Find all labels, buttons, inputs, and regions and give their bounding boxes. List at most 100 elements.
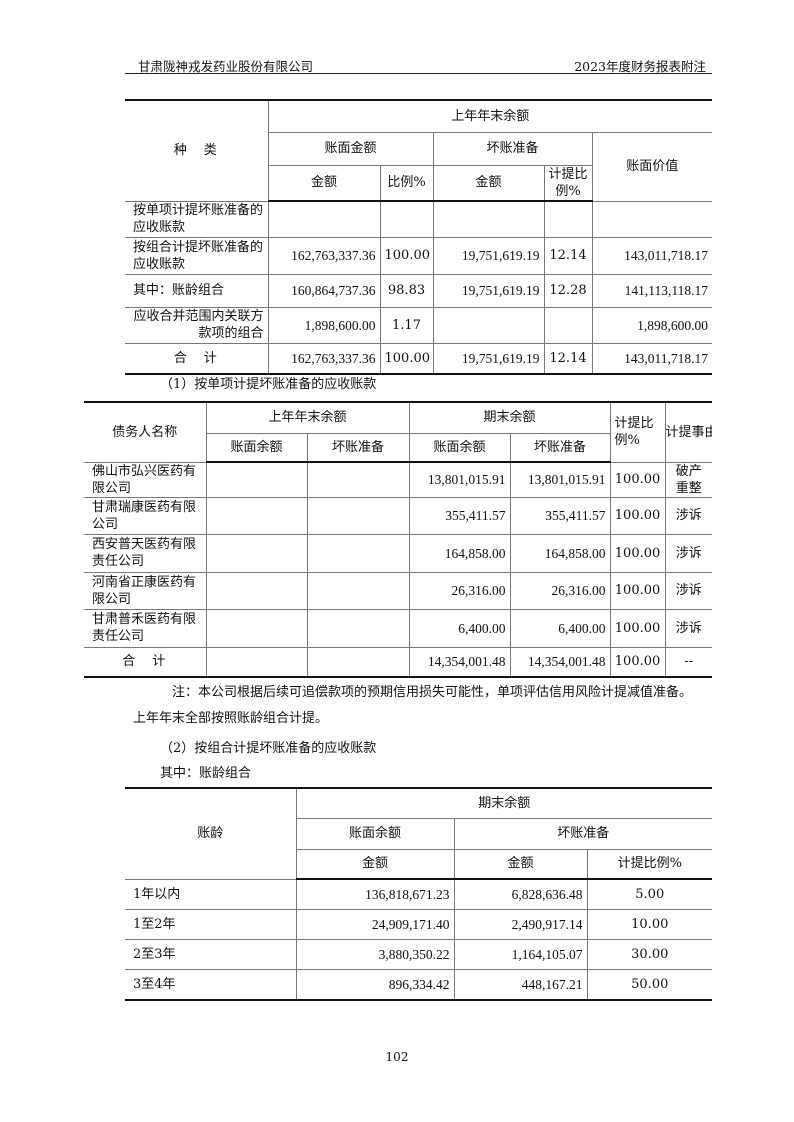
- cell: [306, 646, 410, 678]
- cell: 136,818,671.23: [295, 878, 455, 910]
- cell: [543, 200, 593, 238]
- header-book-balance: 账面余额: [206, 432, 308, 463]
- row-label: 3至4年: [125, 968, 297, 1001]
- row-label: 1年以内: [125, 878, 297, 910]
- table-row: 按单项计提坏账准备的应收账款: [125, 200, 713, 238]
- cell: 19,751,619.19: [432, 342, 545, 375]
- row-label: 甘肃瑞康医药有限公司: [84, 496, 207, 535]
- cell: 13,801,015.91: [509, 461, 611, 498]
- cell: 164,858.00: [408, 533, 511, 573]
- cell: 160,864,737.36: [267, 273, 381, 308]
- cell: 100.00: [609, 646, 666, 678]
- cell: 涉诉: [664, 533, 713, 573]
- cell: [591, 200, 713, 238]
- caption-individual: （1）按单项计提坏账准备的应收账款: [160, 377, 377, 392]
- cell: 19,751,619.19: [432, 236, 545, 275]
- header-book-value: 账面价值: [591, 131, 713, 202]
- table-row: 合 计 162,763,337.36 100.00 19,751,619.19 12.1…: [125, 342, 713, 375]
- row-label: 佛山市弘兴医药有限公司: [84, 461, 207, 498]
- table-row: 合 计 14,354,001.48 14,354,001.48 100.00 --: [84, 646, 713, 678]
- report-title: 2023年度财务报表附注: [574, 59, 706, 74]
- caption-portfolio: （2）按组合计提坏账准备的应收账款: [160, 741, 377, 756]
- row-label: 按组合计提坏账准备的应收账款: [125, 236, 269, 275]
- cell: [306, 533, 410, 573]
- table-row: 1年以内 136,818,671.23 6,828,636.48 5.00: [125, 878, 712, 910]
- table-row: 3至4年 896,334.42 448,167.21 50.00: [125, 968, 712, 1001]
- cell: 30.00: [586, 938, 712, 970]
- cell: 破产重整: [664, 461, 713, 498]
- header-book-amount: 账面金额: [268, 131, 434, 166]
- row-label: 西安普天医药有限责任公司: [84, 533, 207, 573]
- cell: 19,751,619.19: [432, 273, 545, 308]
- cell: 14,354,001.48: [408, 646, 511, 678]
- cell: 涉诉: [664, 571, 713, 610]
- cell: 164,858.00: [509, 533, 611, 573]
- cell: 98.83: [379, 273, 434, 308]
- cell: 12.14: [543, 342, 593, 375]
- table-row: 其中：账龄组合 160,864,737.36 98.83 19,751,619.19 1…: [125, 273, 713, 308]
- header-current: 期末余额: [408, 401, 611, 434]
- table-row: 2至3年 3,880,350.22 1,164,105.07 30.00: [125, 938, 712, 970]
- cell: 6,400.00: [408, 608, 511, 648]
- cell: 100.00: [609, 608, 666, 648]
- cell: 162,763,337.36: [267, 236, 381, 275]
- header-ratio: 比例%: [379, 164, 434, 202]
- cell: [432, 306, 545, 344]
- header-bd-amount: 金额: [453, 848, 588, 880]
- cell: 1,898,600.00: [591, 306, 713, 344]
- table-row: 按组合计提坏账准备的应收账款 162,763,337.36 100.00 19,751…: [125, 236, 713, 275]
- header-bd-ratio: 计提比例%: [543, 164, 592, 202]
- row-label: 2至3年: [125, 938, 297, 970]
- cell: 355,411.57: [408, 496, 511, 535]
- note-line-2: 上年年末全部按照账龄组合计提。: [133, 711, 329, 726]
- cell: 448,167.21: [453, 968, 588, 1001]
- cell: [543, 306, 593, 344]
- row-label: 其中：账龄组合: [125, 273, 269, 308]
- header-bad-debt: 坏账准备: [453, 817, 712, 850]
- cell: 896,334.42: [295, 968, 455, 1001]
- header-book-balance: 账面余额: [296, 817, 455, 850]
- table-row: 应收合并范围内关联方款项的组合 1,898,600.00 1.17 1,898,600…: [125, 306, 713, 344]
- cell: [205, 496, 308, 535]
- row-label: 合 计: [125, 342, 269, 375]
- cell: 100.00: [609, 571, 666, 610]
- cell: 涉诉: [664, 608, 713, 648]
- header-amount: 金额: [296, 848, 455, 880]
- cell: 涉诉: [664, 496, 713, 535]
- page-number: 102: [385, 1050, 409, 1064]
- cell: 141,113,118.17: [591, 273, 713, 308]
- row-label: 甘肃普禾医药有限责任公司: [84, 608, 207, 648]
- table-row: 河南省正康医药有限公司 26,316.00 26,316.00 100.00 涉诉: [84, 571, 713, 610]
- table-row: 1至2年 24,909,171.40 2,490,917.14 10.00: [125, 908, 712, 940]
- cell: [306, 571, 410, 610]
- cell: 6,400.00: [509, 608, 611, 648]
- cell: --: [664, 646, 713, 678]
- row-label: 按单项计提坏账准备的应收账款: [125, 200, 269, 238]
- cell: 143,011,718.17: [591, 236, 713, 275]
- cell: 355,411.57: [509, 496, 611, 535]
- cell: [306, 461, 410, 498]
- header-bad-debt: 坏账准备: [306, 432, 410, 463]
- cell: [205, 461, 308, 498]
- cell: 5.00: [586, 878, 712, 910]
- header-divider: [125, 73, 712, 74]
- row-label: 1至2年: [125, 908, 297, 940]
- cell: 162,763,337.36: [267, 342, 381, 375]
- cell: 12.28: [543, 273, 593, 308]
- prior-year-category-table: 种 类 上年年末余额 账面金额 坏账准备 账面价值 金额 比例% 金额 计提比例…: [125, 99, 713, 375]
- caption-aging: 其中：账龄组合: [160, 766, 252, 781]
- header-aging: 账龄: [125, 787, 297, 880]
- header-book-balance-current: 账面余额: [408, 432, 511, 463]
- table-row: 甘肃普禾医药有限责任公司 6,400.00 6,400.00 100.00 涉诉: [84, 608, 713, 648]
- cell: [306, 496, 410, 535]
- note-line-1: 注：本公司根据后续可追偿款项的预期信用损失可能性，单项评估信用风险计提减值准备。: [172, 685, 693, 700]
- cell: 143,011,718.17: [591, 342, 713, 375]
- cell: [267, 200, 381, 238]
- header-ratio: 计提比例%: [609, 401, 666, 463]
- cell: 6,828,636.48: [453, 878, 588, 910]
- header-bad-debt: 坏账准备: [432, 131, 593, 166]
- header-debtor: 债务人名称: [84, 401, 207, 463]
- header-reason: 计提事由: [664, 401, 713, 463]
- table-row: 佛山市弘兴医药有限公司 13,801,015.91 13,801,015.91 100…: [84, 461, 713, 498]
- cell: 50.00: [586, 968, 712, 1001]
